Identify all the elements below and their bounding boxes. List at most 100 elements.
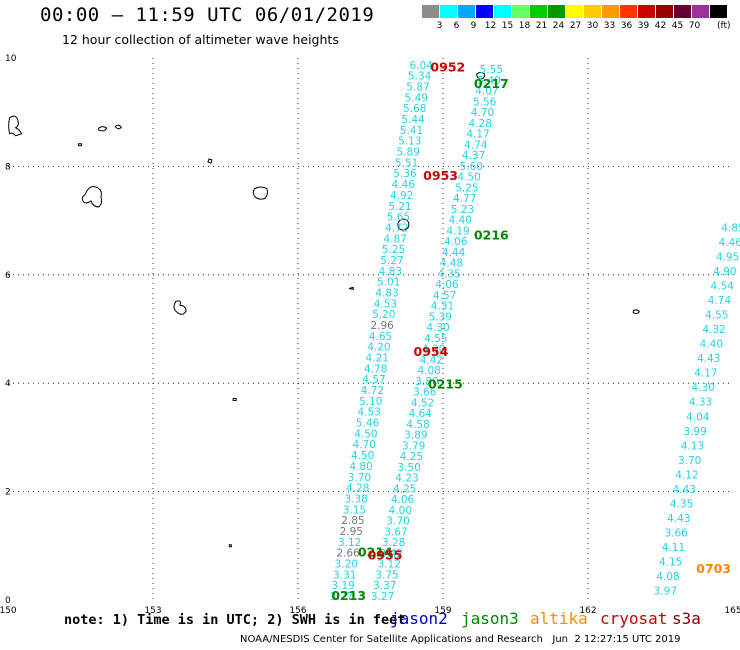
swh-value: 3.97 [654, 586, 677, 598]
island-outline [81, 186, 103, 208]
swh-value: 4.55 [705, 310, 728, 322]
legend-swatch [584, 5, 602, 18]
swh-value: 2.96 [370, 320, 394, 332]
lat-tick-label: 10 [5, 54, 17, 64]
swh-value: 4.35 [437, 268, 460, 280]
swh-value: 4.48 [440, 258, 463, 270]
swh-value: 4.95 [716, 251, 739, 263]
credit-line: NOAA/NESDIS Center for Satellite Applica… [240, 634, 681, 645]
island-outline [78, 143, 82, 147]
swh-value: 4.11 [662, 542, 685, 554]
swh-value: 3.12 [338, 537, 361, 549]
legend-label: 39 [637, 21, 650, 31]
swh-value: 3.27 [371, 591, 394, 603]
swh-value: 3.50 [398, 462, 421, 474]
legend-swatch [494, 5, 512, 18]
lat-tick-label: 4 [5, 379, 11, 389]
swh-value: 5.89 [397, 147, 420, 159]
swh-value: 4.54 [710, 281, 734, 293]
island-outline [397, 218, 410, 231]
swh-value: 4.17 [694, 368, 717, 380]
swh-value: 5.41 [400, 125, 423, 137]
swh-value: 4.53 [374, 298, 397, 310]
swh-value: 4.50 [457, 172, 480, 184]
swh-value: 4.43 [673, 484, 696, 496]
legend-unit: (ft) [717, 21, 731, 31]
swh-value: 4.40 [449, 215, 472, 227]
swh-value: 4.06 [435, 279, 459, 291]
swh-value: 3.79 [402, 440, 425, 452]
legend-label: 70 [688, 21, 701, 31]
legend-label: 21 [535, 21, 548, 31]
island-outline [8, 115, 23, 137]
legend-swatch [602, 5, 620, 18]
sat-label-jason3: jason3 [461, 609, 519, 628]
coastline-atoll-n [476, 71, 486, 80]
swh-value: 5.51 [395, 157, 418, 169]
swh-value: 4.28 [346, 483, 369, 495]
legend-label: 6 [453, 21, 460, 31]
swh-value: 5.55 [480, 64, 503, 76]
swh-value: 4.20 [367, 342, 390, 354]
sat-label-jason2: jason2 [390, 609, 448, 628]
swh-value: 4.52 [411, 397, 434, 409]
legend-swatch [512, 5, 530, 18]
swh-value: 3.19 [331, 580, 354, 592]
swh-value: 4.42 [420, 354, 443, 366]
legend-label: 15 [501, 21, 514, 31]
swh-value: 4.87 [384, 233, 407, 245]
swh-value: 5.10 [359, 396, 382, 408]
pass-time-label: 0217 [474, 76, 509, 91]
legend-swatch [566, 5, 584, 18]
pass-time-label: 0955 [368, 547, 403, 562]
legend-label: 42 [654, 21, 667, 31]
legend-swatch [530, 5, 548, 18]
island-outline [98, 126, 108, 132]
swh-value: 4.04 [686, 411, 710, 423]
map-subtitle: 12 hour collection of altimeter wave hei… [62, 32, 339, 47]
swh-value: 3.99 [683, 426, 706, 438]
swh-value: 5.60 [460, 161, 483, 173]
swh-value: 6.04 [410, 60, 434, 72]
coastline-island-e [207, 158, 213, 164]
legend-label: 18 [518, 21, 531, 31]
coastline-pohnpei [397, 218, 410, 231]
swh-value: 4.08 [417, 365, 440, 377]
pass-time-label: 0952 [430, 60, 465, 75]
swh-value: 5.13 [398, 136, 421, 148]
swh-value: 2.66 [336, 548, 360, 560]
lat-tick-label: 8 [5, 162, 11, 172]
swh-value: 4.30 [692, 382, 715, 394]
lon-tick-label: 156 [289, 606, 306, 616]
swh-value: 3.42 [380, 548, 403, 560]
legend-label: 12 [484, 21, 497, 31]
island-outline [173, 300, 187, 315]
legend-label: 36 [620, 21, 633, 31]
lat-tick-label: 6 [5, 271, 11, 281]
swh-value: 4.65 [369, 331, 392, 343]
swh-value: 4.83 [375, 287, 398, 299]
swh-value: 3.89 [404, 430, 427, 442]
legend-swatch [440, 5, 458, 18]
swh-value: 4.55 [424, 333, 447, 345]
swh-value: 4.58 [406, 419, 429, 431]
swh-value: 4.40 [700, 339, 723, 351]
pass-time-label: 0214 [358, 545, 393, 560]
pass-time-label: 0213 [331, 588, 366, 603]
swh-value: 2.95 [340, 526, 363, 538]
lon-tick-label: 162 [579, 606, 596, 616]
legend-swatch [620, 5, 638, 18]
swh-value: 4.80 [349, 461, 372, 473]
swh-value: 4.57 [433, 290, 456, 302]
swh-value: 3.67 [384, 526, 407, 538]
lon-tick-label: 165 [724, 606, 740, 616]
swh-value: 4.43 [667, 513, 690, 525]
lon-tick-label: 153 [144, 606, 161, 616]
coastline-island-d [114, 124, 122, 130]
swh-value: 4.72 [385, 222, 408, 234]
swh-value: 3.75 [375, 569, 398, 581]
swh-value: 4.21 [366, 353, 389, 365]
swh-value: 4.06 [444, 236, 468, 248]
legend-swatch [458, 5, 476, 18]
